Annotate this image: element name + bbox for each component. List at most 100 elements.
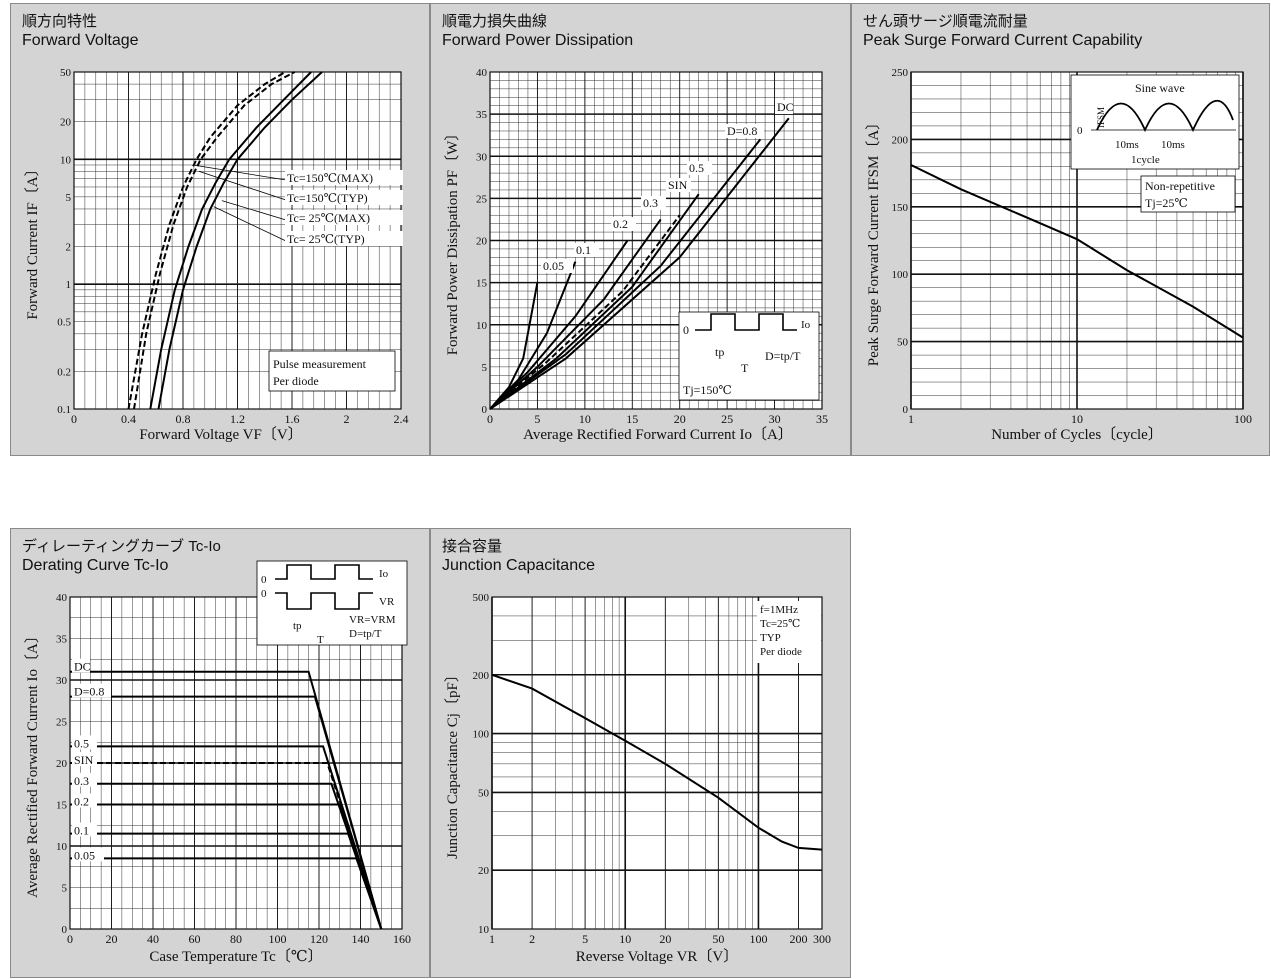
legend-label: Tc=150℃(TYP) [287, 191, 368, 205]
x-axis-label: Forward Voltage VF〔V〕 [139, 426, 302, 443]
legend-bg [285, 170, 403, 185]
note-bg [757, 601, 821, 663]
inset-box [1070, 74, 1240, 170]
panel-derating-curve: ディレーティングカーブ Tc-Io Derating Curve Tc-Io 0 2… [10, 528, 430, 978]
series-label: DC [74, 660, 91, 674]
inset-label: 1cycle [1131, 154, 1160, 166]
y-tick-label: 5 [482, 362, 488, 374]
chart-forward-power-dissipation: 0 5 10 15 20 25 30 35 0 5 10 15 20 25 30 35 40 Average Re… [444, 67, 828, 443]
inset-label: 0 [261, 574, 267, 586]
series-label-bg [641, 196, 666, 210]
x-tick-label: 35 [816, 412, 828, 426]
y-tick-label: 5 [66, 192, 72, 204]
x-tick-label: 2 [529, 932, 535, 946]
series-label: DC [777, 100, 794, 114]
x-tick-label: 0 [71, 412, 77, 426]
x-tick-label: 30 [769, 412, 781, 426]
title-jp: 順方向特性 [22, 13, 98, 30]
x-axis-label: Case Temperature Tc〔℃〕 [149, 948, 322, 965]
inset-waveform [695, 313, 797, 331]
inset-label: 10ms [1161, 139, 1185, 151]
note-line: f=1MHz [760, 604, 798, 616]
chart-peak-surge: 1 10 100 0 50 100 150 200 250 Number of Cycles〔cy… [865, 67, 1252, 443]
series-label: 0.3 [74, 774, 89, 788]
x-tick-label: 0.4 [121, 412, 136, 426]
x-tick-label: 160 [393, 932, 411, 946]
y-tick-label: 10 [476, 320, 488, 332]
legend-label: Tc= 25℃(MAX) [287, 211, 370, 225]
y-axis-label: Forward Power Dissipation PF〔W〕 [444, 126, 461, 356]
y-tick-label: 0.5 [57, 317, 71, 329]
y-tick-label: 200 [892, 134, 909, 146]
x-axis-label: Reverse Voltage VR〔V〕 [576, 948, 739, 965]
series-label-bg [72, 793, 97, 808]
x-tick-label: 2 [344, 412, 350, 426]
y-tick-label: 50 [60, 67, 72, 79]
series-line [127, 71, 286, 410]
inset-label: 0 [683, 323, 689, 337]
series-label-bg [687, 161, 712, 175]
series-label: 0.2 [74, 795, 89, 809]
plot-frame [910, 71, 1244, 410]
y-tick-label: 25 [56, 717, 68, 729]
series-line [70, 857, 383, 930]
series-label: 0.1 [576, 243, 591, 257]
panel-peak-surge: せん頭サージ順電流耐量 Peak Surge Forward Current Ca… [851, 3, 1270, 456]
inset-label: D=tp/T [765, 349, 801, 363]
inset-waveform [1096, 100, 1234, 133]
y-tick-label: 40 [476, 67, 488, 79]
series-label-bg [541, 259, 573, 273]
series-line [149, 71, 312, 410]
chart-junction-capacitance: 1 2 5 10 20 50 100 200 300 10 20 50 100 200 500 Reverse… [444, 592, 831, 965]
x-tick-label: 100 [269, 932, 287, 946]
chart-forward-voltage: 0 0.4 0.8 1.2 1.6 2 2.4 0.1 0.2 0.5 1 2 5 10 20 50 Forwa… [24, 67, 409, 443]
inset-label: tp [715, 345, 724, 359]
inset-label: Sine wave [1135, 81, 1185, 95]
series-label-bg [72, 683, 111, 698]
title-jp: 順電力損失曲線 [442, 13, 548, 30]
note-line: Tj=25℃ [1145, 196, 1188, 210]
series-line [157, 71, 323, 410]
x-tick-label: 1.2 [230, 412, 245, 426]
y-tick-label: 200 [473, 670, 490, 682]
legend-label: Tc= 25℃(TYP) [287, 232, 365, 246]
y-tick-label: 50 [478, 787, 490, 799]
y-tick-label: 50 [897, 337, 909, 349]
x-axis-label: Number of Cycles〔cycle〕 [991, 426, 1163, 443]
legend-leader [213, 206, 287, 242]
y-tick-label: 15 [476, 278, 488, 290]
series-line [910, 164, 1244, 339]
y-tick-label: 2 [66, 242, 72, 254]
inset-waveform-io [275, 564, 373, 580]
x-tick-label: 25 [721, 412, 733, 426]
note-box [268, 350, 396, 392]
x-tick-label: 80 [230, 932, 242, 946]
series-label: D=0.8 [74, 685, 104, 699]
series-label-bg [611, 217, 636, 231]
panel-forward-power-dissipation: 順電力損失曲線 Forward Power Dissipation 0 5 10 15 2… [430, 3, 851, 456]
x-tick-label: 120 [310, 932, 328, 946]
x-tick-label: 300 [813, 932, 831, 946]
x-tick-label: 10 [1071, 412, 1083, 426]
y-tick-label: 25 [476, 193, 488, 205]
x-tick-label: 5 [582, 932, 588, 946]
y-tick-label: 30 [56, 675, 68, 687]
series-label-bg [574, 243, 599, 257]
inset-label: tp [293, 620, 302, 632]
x-tick-label: 140 [352, 932, 370, 946]
y-tick-label: 0.2 [57, 366, 71, 378]
y-tick-label: 35 [56, 634, 68, 646]
series-label: 0.3 [643, 196, 658, 210]
series-label: D=0.8 [727, 124, 757, 138]
y-tick-label: 0.1 [57, 404, 71, 416]
series-label: 0.1 [74, 824, 89, 838]
x-tick-label: 10 [579, 412, 591, 426]
note-line: Non-repetitive [1145, 179, 1215, 193]
note-line: Per diode [760, 646, 802, 658]
x-tick-label: 0.8 [176, 412, 191, 426]
series-label: 0.5 [74, 736, 89, 750]
x-tick-label: 20 [674, 412, 686, 426]
note-line: Tc=25℃ [760, 618, 800, 630]
inset-label: VR [379, 596, 395, 608]
x-tick-label: 100 [749, 932, 767, 946]
